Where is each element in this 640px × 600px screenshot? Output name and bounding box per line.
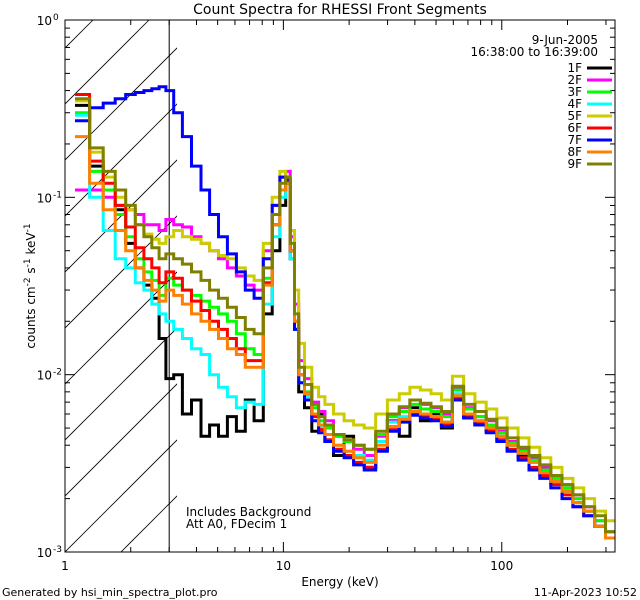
series-line-8F — [75, 135, 615, 540]
hatch-line — [401, 20, 640, 552]
footer-timestamp: 11-Apr-2023 10:52 — [534, 586, 637, 599]
hatch-line — [65, 327, 177, 441]
hatch-line — [625, 20, 640, 552]
series-line-5F — [75, 99, 615, 523]
y-tick-exponent: -1 — [53, 190, 62, 200]
y-tick-label: 10 — [37, 369, 52, 383]
legend-label-9F: 9F — [567, 157, 582, 171]
hatch-line — [289, 20, 640, 552]
ylabel-base: counts cm — [24, 286, 38, 348]
hatch-line — [345, 20, 640, 552]
series-line-7F — [75, 85, 615, 540]
legend-label-6F: 6F — [567, 121, 582, 135]
hatch-line — [65, 47, 177, 161]
series-line-9F — [75, 97, 615, 534]
legend-date: 9-Jun-2005 — [532, 33, 598, 47]
ylabel-exp1: -2 — [23, 277, 33, 286]
legend-label-8F: 8F — [567, 145, 582, 159]
legend-label-3F: 3F — [567, 85, 582, 99]
x-tick-label: 1 — [61, 559, 69, 573]
x-tick-label: 100 — [490, 559, 513, 573]
annotation-background: Includes Background — [186, 505, 311, 519]
y-tick-exponent: -2 — [53, 368, 62, 378]
y-tick-label: 10 — [37, 14, 52, 28]
hatch-line — [65, 215, 177, 329]
ylabel-exp3: -1 — [23, 223, 33, 232]
footer-generated-by: Generated by hsi_min_spectra_plot.pro — [2, 586, 218, 599]
svg-text:counts cm-2 s-1 keV-1: counts cm-2 s-1 keV-1 — [23, 223, 38, 348]
chart-title: Count Spectra for RHESSI Front Segments — [193, 2, 487, 18]
x-axis-label: Energy (keV) — [301, 575, 378, 589]
ylabel-mid: s — [24, 267, 38, 277]
hatch-line — [65, 103, 177, 217]
plot-frame — [64, 19, 616, 553]
series-line-4F — [75, 113, 615, 540]
series-line-1F — [75, 103, 615, 540]
series-group — [75, 85, 615, 540]
ylabel-end: keV — [24, 232, 38, 259]
y-tick-exponent: -3 — [53, 545, 62, 555]
legend-label-2F: 2F — [567, 73, 582, 87]
hatch-line — [65, 271, 177, 385]
y-axis-label: counts cm-2 s-1 keV-1 — [23, 223, 38, 348]
y-tick-exponent: 0 — [53, 13, 59, 23]
annotation-attenuator: Att A0, FDecim 1 — [186, 517, 287, 531]
x-tick-label: 10 — [276, 559, 291, 573]
legend-time-range: 16:38:00 to 16:39:00 — [471, 45, 598, 59]
hatch-line — [65, 439, 177, 552]
legend-label-7F: 7F — [567, 133, 582, 147]
legend-label-1F: 1F — [567, 61, 582, 75]
series-line-2F — [75, 169, 615, 534]
hatch-line — [65, 383, 177, 497]
y-tick-label: 10 — [37, 191, 52, 205]
legend-label-5F: 5F — [567, 109, 582, 123]
y-tick-label: 10 — [37, 546, 52, 560]
legend-label-4F: 4F — [567, 97, 582, 111]
ylabel-exp2: -1 — [23, 258, 33, 267]
